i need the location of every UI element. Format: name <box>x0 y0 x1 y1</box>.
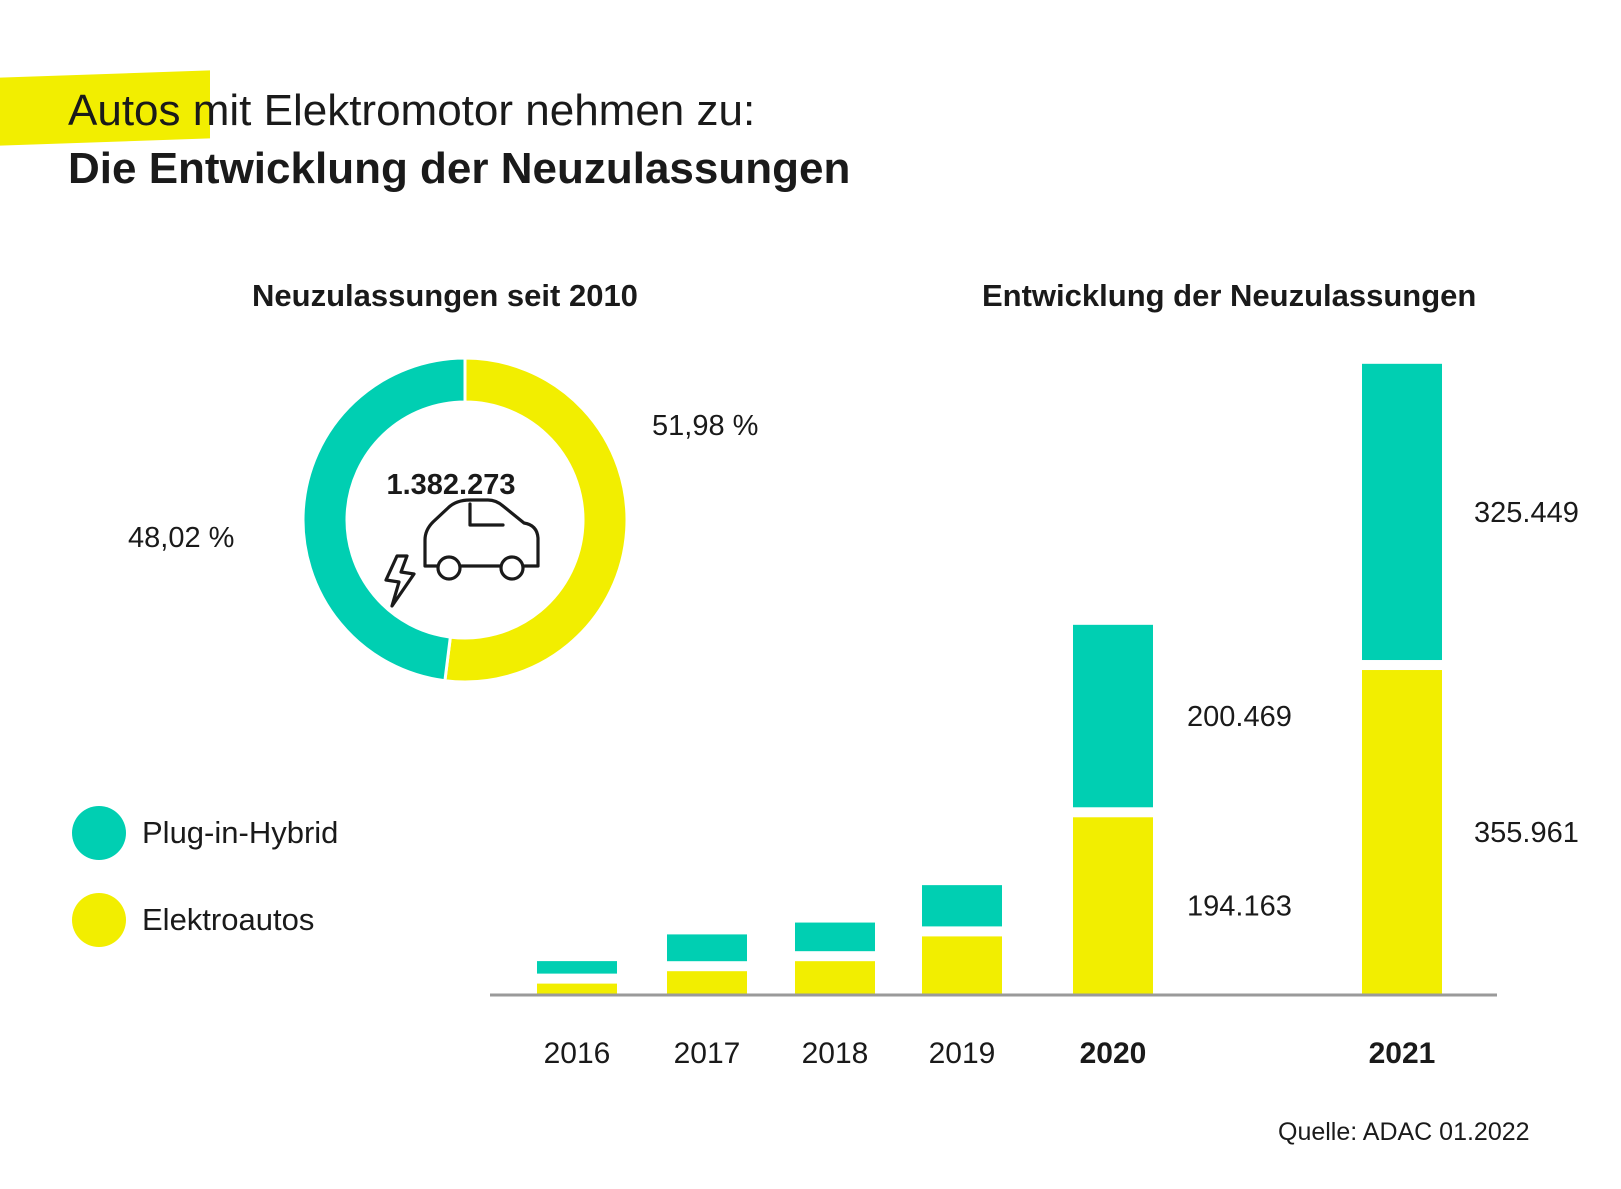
bar-hybrid-2016 <box>537 961 617 974</box>
electric-car-icon <box>384 498 540 608</box>
donut-chart-title: Neuzulassungen seit 2010 <box>252 278 638 313</box>
bar-hybrid-2018 <box>795 922 875 952</box>
legend-item-elektro: Elektroautos <box>72 893 314 947</box>
bar-elektro-2020 <box>1073 817 1153 994</box>
legend-label-hybrid: Plug-in-Hybrid <box>142 815 339 850</box>
data-label-elektro-2021: 355.961 <box>1474 817 1579 849</box>
donut-slice-hybrid <box>301 356 467 683</box>
legend-item-hybrid: Plug-in-Hybrid <box>72 806 338 860</box>
data-label-hybrid-2021: 325.449 <box>1474 497 1579 529</box>
legend-swatch-elektro <box>72 893 126 947</box>
bar-elektro-2017 <box>667 971 747 994</box>
x-tick-label-2016: 2016 <box>544 1037 611 1070</box>
bar-hybrid-2019 <box>922 885 1002 927</box>
data-label-hybrid-2020: 200.469 <box>1187 701 1292 733</box>
source-note: Quelle: ADAC 01.2022 <box>1278 1118 1530 1146</box>
x-tick-label-2021: 2021 <box>1369 1037 1436 1070</box>
bar-hybrid-2020 <box>1073 624 1153 808</box>
bar-elektro-2021 <box>1362 670 1442 994</box>
donut-slice-elektro <box>443 356 629 684</box>
x-tick-label-2018: 2018 <box>802 1037 869 1070</box>
bar-hybrid-2017 <box>667 934 747 962</box>
title-line-1-rest: mit Elektromotor nehmen zu: <box>180 86 756 135</box>
legend-swatch-hybrid <box>72 806 126 860</box>
bar-hybrid-2021 <box>1362 363 1442 661</box>
donut-center-value: 1.382.273 <box>386 469 515 501</box>
bar-elektro-2019 <box>922 936 1002 994</box>
bar-chart-title: Entwicklung der Neuzulassungen <box>982 278 1477 313</box>
title-highlight-word: Autos <box>68 86 181 135</box>
page-title-line-2: Die Entwicklung der Neuzulassungen <box>68 144 851 193</box>
donut-label-elektro: 51,98 % <box>652 410 759 442</box>
x-tick-label-2017: 2017 <box>674 1037 741 1070</box>
page-title-line-1: Autos mit Elektromotor nehmen zu: <box>68 86 755 136</box>
data-label-elektro-2020: 194.163 <box>1187 891 1292 923</box>
legend-label-elektro: Elektroautos <box>142 902 315 937</box>
x-tick-label-2019: 2019 <box>929 1037 996 1070</box>
bar-elektro-2016 <box>537 983 617 994</box>
donut-label-hybrid: 48,02 % <box>128 522 235 554</box>
x-tick-label-2020: 2020 <box>1080 1037 1147 1070</box>
bar-elektro-2018 <box>795 961 875 994</box>
